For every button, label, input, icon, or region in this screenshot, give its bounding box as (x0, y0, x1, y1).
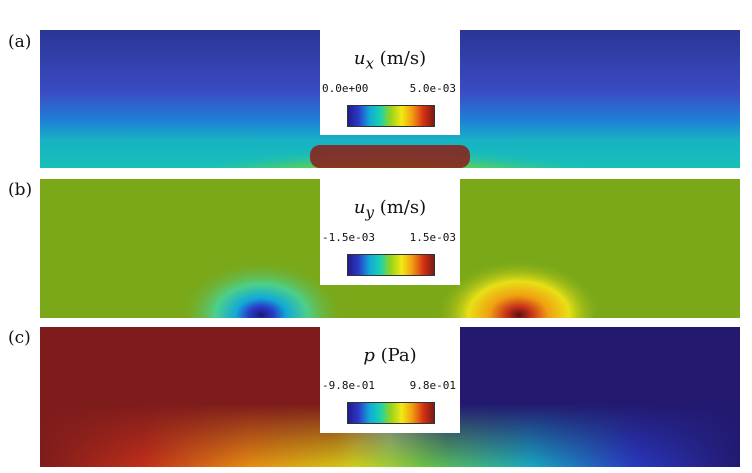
legend-title: uy (m/s) (353, 197, 427, 222)
colorbar-max-label: 1.5e-03 (409, 231, 456, 244)
panel-label-b: (b) (8, 180, 33, 200)
colorbar-min-label: -1.5e-03 (322, 231, 375, 244)
legend-uy: uy (m/s) -1.5e-03 1.5e-03 (320, 189, 460, 284)
legend-title: ux (m/s) (353, 48, 427, 73)
colorbar (347, 254, 435, 276)
colorbar (347, 105, 435, 127)
colorbar-max-label: 9.8e-01 (409, 379, 456, 392)
legend-ux: ux (m/s) 0.0e+00 5.0e-03 (320, 40, 460, 135)
panel-label-a: (a) (8, 32, 32, 52)
panel-label-c: (c) (8, 328, 31, 348)
colorbar-min-label: -9.8e-01 (322, 379, 375, 392)
colorbar-max-label: 5.0e-03 (409, 82, 456, 95)
legend-title: p (Pa) (363, 345, 417, 366)
colorbar-min-label: 0.0e+00 (322, 82, 369, 95)
legend-p: p (Pa) -9.8e-01 9.8e-01 (320, 337, 460, 432)
panel-b-field (40, 179, 740, 318)
colorbar (347, 402, 435, 424)
